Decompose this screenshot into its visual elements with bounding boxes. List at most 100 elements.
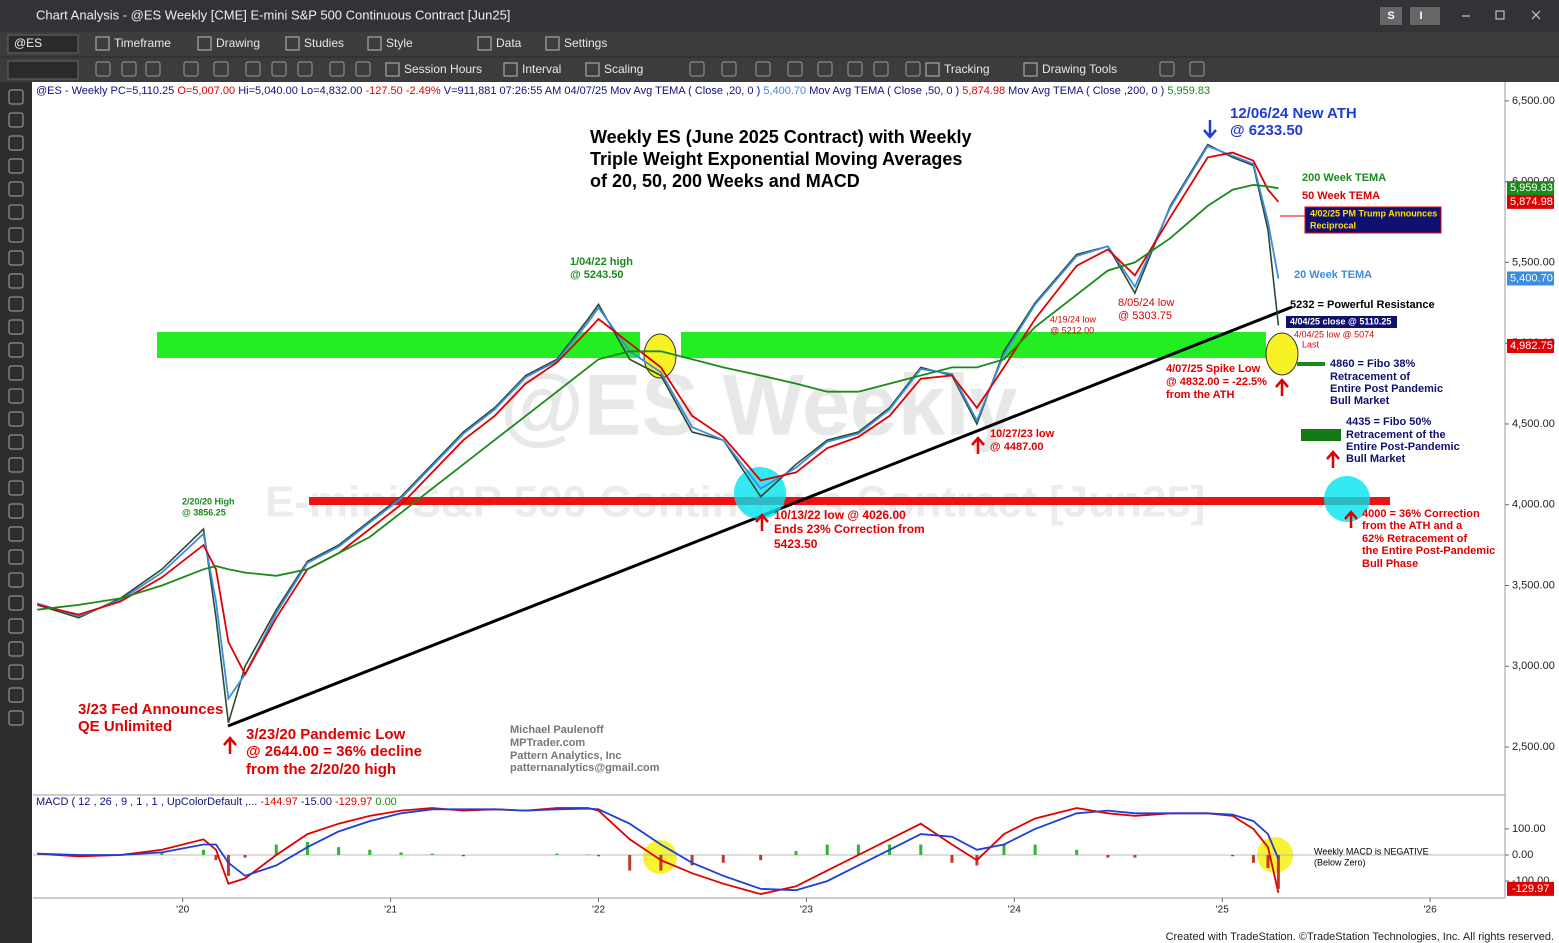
toolbar-icon[interactable] [95, 36, 110, 51]
tool-icon[interactable] [355, 61, 371, 77]
tool-icon[interactable] [8, 250, 24, 266]
title-bar [0, 0, 1559, 32]
annotation: 4/19/24 low [1050, 314, 1097, 324]
toolbar-icon[interactable] [503, 62, 518, 77]
symbol[interactable]: @ES [14, 36, 42, 50]
tool-icon[interactable] [95, 61, 111, 77]
toolbar-button[interactable]: Tracking [944, 62, 990, 76]
toolbar-button[interactable]: Style [386, 36, 413, 50]
annotation: Last [1302, 339, 1320, 349]
tool-icon[interactable] [121, 61, 137, 77]
y-tick-label: 100.00 [1512, 823, 1546, 835]
tool-icon[interactable] [787, 61, 803, 77]
tool-icon[interactable] [271, 61, 287, 77]
annotation: @ 6233.50 [1230, 122, 1303, 139]
toolbar-icon[interactable] [285, 36, 300, 51]
symbol-box[interactable] [7, 34, 79, 54]
tool-icon[interactable] [8, 135, 24, 151]
tool-icon[interactable] [213, 61, 229, 77]
arrow-up [971, 436, 985, 454]
tool-icon[interactable] [8, 572, 24, 588]
tool-icon[interactable] [245, 61, 261, 77]
histogram-bar [794, 851, 798, 855]
tool-icon[interactable] [847, 61, 863, 77]
toolbar-icon[interactable] [585, 62, 600, 77]
status-item: 5,959.83 [1167, 85, 1210, 97]
tool-icon[interactable] [1189, 61, 1205, 77]
annotation: @ 4832.00 = -22.5% [1166, 376, 1267, 388]
tool-icon[interactable] [8, 204, 24, 220]
tool-icon[interactable] [8, 158, 24, 174]
annotation: 8/05/24 low [1118, 297, 1174, 309]
tool-icon[interactable] [755, 61, 771, 77]
window-button-label[interactable]: S [1387, 10, 1394, 22]
tool-icon[interactable] [8, 296, 24, 312]
tool-icon[interactable] [183, 61, 199, 77]
tool-icon[interactable] [8, 388, 24, 404]
toolbar-button[interactable]: Scaling [604, 62, 643, 76]
window-button[interactable] [1380, 7, 1402, 25]
tool-icon[interactable] [8, 664, 24, 680]
tool-icon[interactable] [8, 641, 24, 657]
toolbar-icon[interactable] [925, 62, 940, 77]
status-item: 5,400.70 [763, 85, 806, 97]
tool-icon[interactable] [8, 549, 24, 565]
toolbar-button[interactable]: Studies [304, 36, 344, 50]
tool-icon[interactable] [8, 319, 24, 335]
tool-icon[interactable] [8, 687, 24, 703]
toolbar-button[interactable]: Interval [522, 62, 561, 76]
tool-icon[interactable] [8, 365, 24, 381]
tool-icon[interactable] [8, 434, 24, 450]
toolbar-icon[interactable] [545, 36, 560, 51]
tool-icon[interactable] [8, 411, 24, 427]
toolbar-button[interactable]: Data [496, 36, 522, 50]
tool-icon[interactable] [905, 61, 921, 77]
annotation: @ 2644.00 = 36% decline [246, 743, 422, 760]
tool-icon[interactable] [817, 61, 833, 77]
annotation: @ 3856.25 [182, 507, 226, 517]
tool-icon[interactable] [8, 595, 24, 611]
tool-icon[interactable] [8, 181, 24, 197]
window-controls[interactable] [1462, 10, 1541, 20]
window-button-label[interactable]: I [1419, 10, 1422, 22]
toolbar-button[interactable]: Settings [564, 36, 607, 50]
toolbar-icon[interactable] [197, 36, 212, 51]
histogram-bar [597, 854, 601, 857]
tool-icon[interactable] [1159, 61, 1175, 77]
tool-icon[interactable] [145, 61, 161, 77]
tool-icon[interactable] [873, 61, 889, 77]
histogram-bar [226, 854, 230, 876]
tool-icon[interactable] [8, 618, 24, 634]
tool-icon[interactable] [8, 273, 24, 289]
toolbar-button[interactable]: Drawing [216, 36, 260, 50]
histogram-bar [586, 854, 590, 855]
tool-icon[interactable] [8, 526, 24, 542]
toolbar-icon[interactable] [385, 62, 400, 77]
tool-icon[interactable] [689, 61, 705, 77]
toolbar-icon[interactable] [367, 36, 382, 51]
toolbar-button[interactable]: Drawing Tools [1042, 62, 1117, 76]
tool-icon[interactable] [329, 61, 345, 77]
tool-icon[interactable] [8, 457, 24, 473]
tool-icon[interactable] [8, 89, 24, 105]
toolbar-button[interactable]: Timeframe [114, 36, 171, 50]
tool-icon[interactable] [8, 342, 24, 358]
tool-icon[interactable] [721, 61, 737, 77]
histogram-bar [214, 854, 218, 861]
status-item: 5,874.98 [962, 85, 1005, 97]
tool-icon[interactable] [297, 61, 313, 77]
toolbar-icon[interactable] [477, 36, 492, 51]
annotation: @ 5212.00 [1050, 325, 1094, 335]
toolbar-icon[interactable] [1023, 62, 1038, 77]
window-button[interactable] [1410, 7, 1440, 25]
toolbar-button[interactable]: Session Hours [404, 62, 482, 76]
tool-icon[interactable] [8, 503, 24, 519]
tool-icon[interactable] [8, 710, 24, 726]
tool-icon[interactable] [8, 112, 24, 128]
tool-icon[interactable] [8, 480, 24, 496]
tool-icon[interactable] [8, 227, 24, 243]
field-box[interactable] [7, 60, 79, 80]
status-item: 07:26:55 AM [500, 85, 562, 97]
histogram-bar [1266, 854, 1270, 869]
